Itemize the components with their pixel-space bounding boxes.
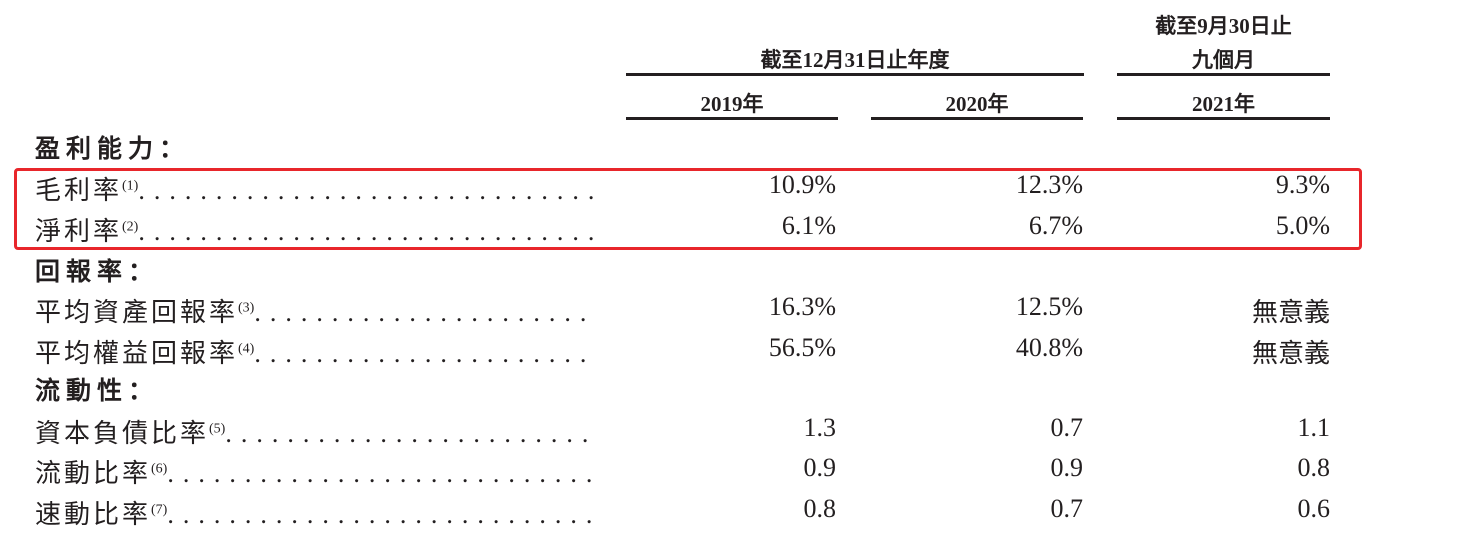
leader-dots: ........................................	[254, 298, 595, 327]
row-label-text: 平均資產回報率	[35, 298, 239, 327]
footnote-ref: (2)	[122, 219, 139, 235]
row-value: 1.3	[803, 413, 837, 442]
row-label: 資本負債比率(5)...............................…	[35, 413, 595, 450]
leader-dots: ........................................	[225, 419, 595, 448]
row-label: 平均權益回報率(4)..............................…	[35, 333, 595, 370]
row-label-text: 平均權益回報率	[35, 339, 239, 368]
row-label: 速動比率(7).................................…	[35, 494, 595, 531]
row-value: 9.3%	[1275, 170, 1330, 199]
row-value: 16.3%	[768, 292, 836, 321]
row-value: 6.7%	[1028, 211, 1083, 240]
leader-dots: ........................................	[167, 500, 595, 529]
row-label-text: 資本負債比率	[35, 419, 210, 448]
leader-dots: ........................................	[138, 217, 595, 246]
row-value: 56.5%	[768, 333, 836, 362]
row-value: 6.1%	[781, 211, 836, 240]
footnote-ref: (3)	[238, 300, 255, 316]
row-label: 流動比率(6).................................…	[35, 453, 595, 490]
row-label: 平均資產回報率(3)..............................…	[35, 292, 595, 329]
footnote-ref: (5)	[209, 421, 226, 437]
section-title: 流動性：	[35, 378, 160, 405]
row-value: 40.8%	[1015, 333, 1083, 362]
row-value: 1.1	[1297, 413, 1331, 442]
section-title: 回報率：	[35, 259, 160, 286]
year-rule	[1117, 117, 1330, 120]
highlight-box	[14, 168, 1362, 250]
row-value: 12.3%	[1015, 170, 1083, 199]
row-label-text: 淨利率	[35, 217, 123, 246]
row-value: 0.7	[1050, 494, 1084, 523]
row-label-text: 速動比率	[35, 500, 152, 529]
header-group-9m-line1: 截至9月30日止	[1155, 14, 1292, 38]
section-title: 盈利能力：	[35, 136, 191, 163]
row-label-text: 毛利率	[35, 176, 123, 205]
row-label: 毛利率(1)..................................…	[35, 170, 595, 207]
leader-dots: ........................................	[254, 339, 595, 368]
row-value: 0.9	[1050, 453, 1084, 482]
row-value: 0.8	[803, 494, 837, 523]
year-rule	[626, 117, 838, 120]
leader-dots: ........................................	[138, 176, 595, 205]
row-value: 0.8	[1297, 453, 1331, 482]
footnote-ref: (7)	[151, 502, 168, 518]
row-value: 10.9%	[768, 170, 836, 199]
row-value: 5.0%	[1275, 211, 1330, 240]
year-rule	[871, 117, 1083, 120]
header-year-2020: 2020年	[945, 92, 1009, 116]
header-group-fy: 截至12月31日止年度	[760, 48, 950, 72]
row-value: 0.6	[1297, 494, 1331, 523]
row-value: 0.9	[803, 453, 837, 482]
row-label: 淨利率(2)..................................…	[35, 211, 595, 248]
row-value: 無意義	[1251, 298, 1330, 327]
header-group-9m-line2: 九個月	[1192, 48, 1255, 72]
row-label-text: 流動比率	[35, 459, 152, 488]
header-year-2021: 2021年	[1192, 92, 1255, 116]
leader-dots: ........................................	[167, 459, 595, 488]
row-value: 無意義	[1251, 339, 1330, 368]
row-value: 0.7	[1050, 413, 1084, 442]
header-rule	[1117, 73, 1330, 76]
footnote-ref: (6)	[151, 461, 168, 477]
header-rule	[626, 73, 1084, 76]
footnote-ref: (4)	[238, 341, 255, 357]
footnote-ref: (1)	[122, 178, 139, 194]
row-value: 12.5%	[1015, 292, 1083, 321]
header-year-2019: 2019年	[700, 92, 764, 116]
